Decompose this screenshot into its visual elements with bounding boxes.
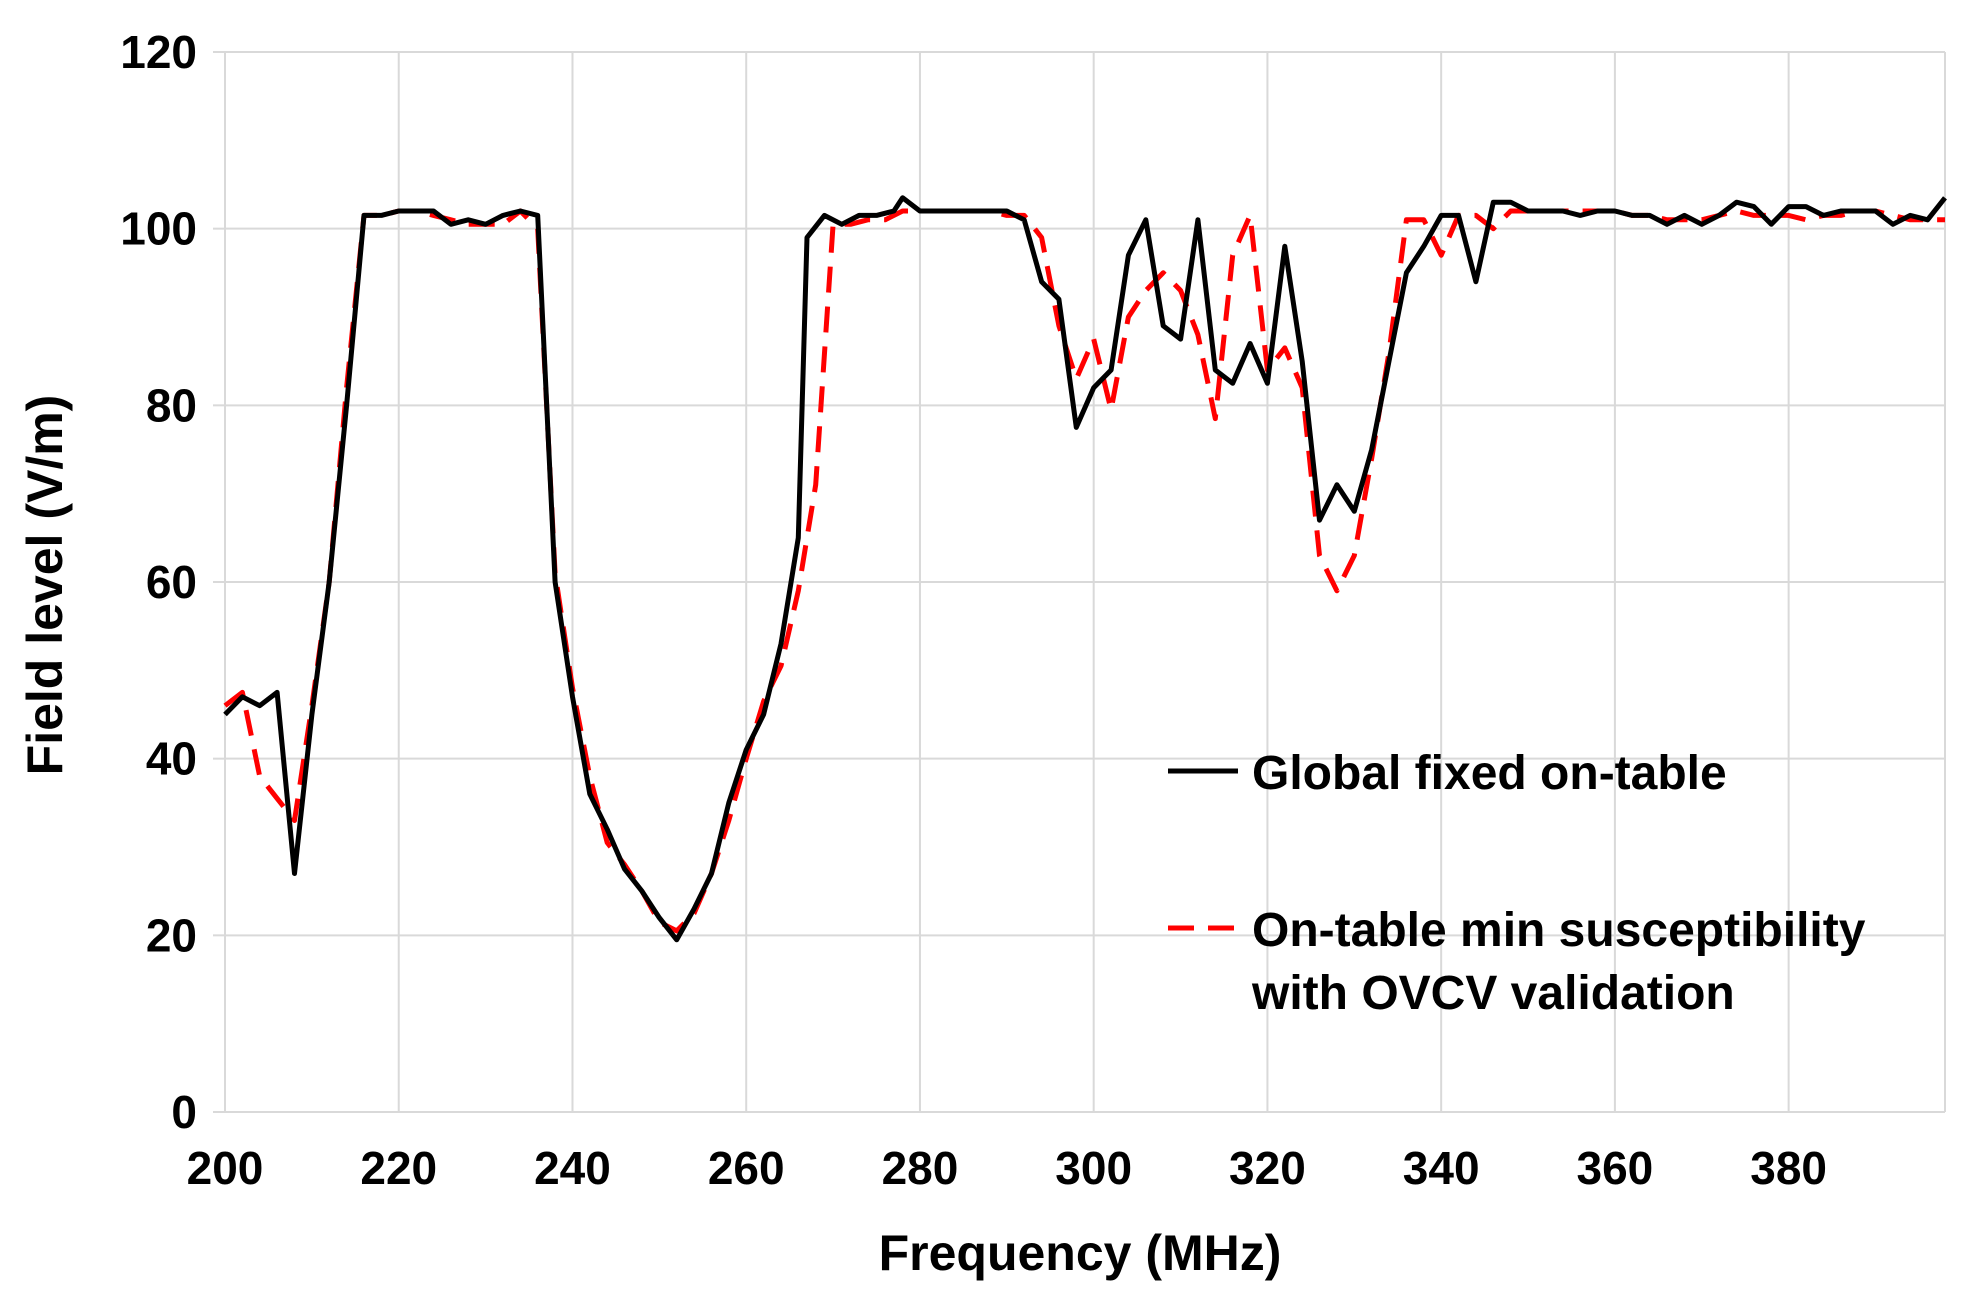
series-layer [223,195,1947,943]
x-tick-label: 340 [1403,1142,1480,1194]
y-tick-label: 60 [146,556,197,608]
x-tick-label: 360 [1577,1142,1654,1194]
legend-label-1: Global fixed on-table [1252,747,1727,800]
x-tick-label: 220 [360,1142,437,1194]
y-tick-label: 20 [146,909,197,961]
x-tick-label: 200 [187,1142,264,1194]
y-tick-label: 0 [171,1086,197,1138]
x-axis-ticks: 200 220 240 260 280 300 320 340 360 380 [187,1142,1827,1194]
x-tick-label: 280 [882,1142,959,1194]
x-tick-label: 260 [708,1142,785,1194]
y-tick-label: 80 [146,379,197,431]
series-line-1 [223,195,1947,943]
legend: Global fixed on-table On-table min suscep… [1168,747,1866,1020]
x-tick-label: 300 [1055,1142,1132,1194]
gridlines [213,51,1946,1113]
y-axis-title: Field level (V/m) [17,395,73,776]
series-line-2 [223,208,1945,934]
y-tick-label: 40 [146,733,197,785]
y-tick-label: 100 [120,203,197,255]
x-axis-title: Frequency (MHz) [879,1225,1282,1281]
x-tick-label: 240 [534,1142,611,1194]
x-tick-label: 320 [1229,1142,1306,1194]
legend-label-2: On-table min susceptibility [1252,904,1866,957]
y-axis-ticks: 0 20 40 60 80 100 120 [120,26,197,1138]
legend-label-2: with OVCV validation [1251,967,1735,1020]
y-tick-label: 120 [120,26,197,78]
x-tick-label: 380 [1750,1142,1827,1194]
